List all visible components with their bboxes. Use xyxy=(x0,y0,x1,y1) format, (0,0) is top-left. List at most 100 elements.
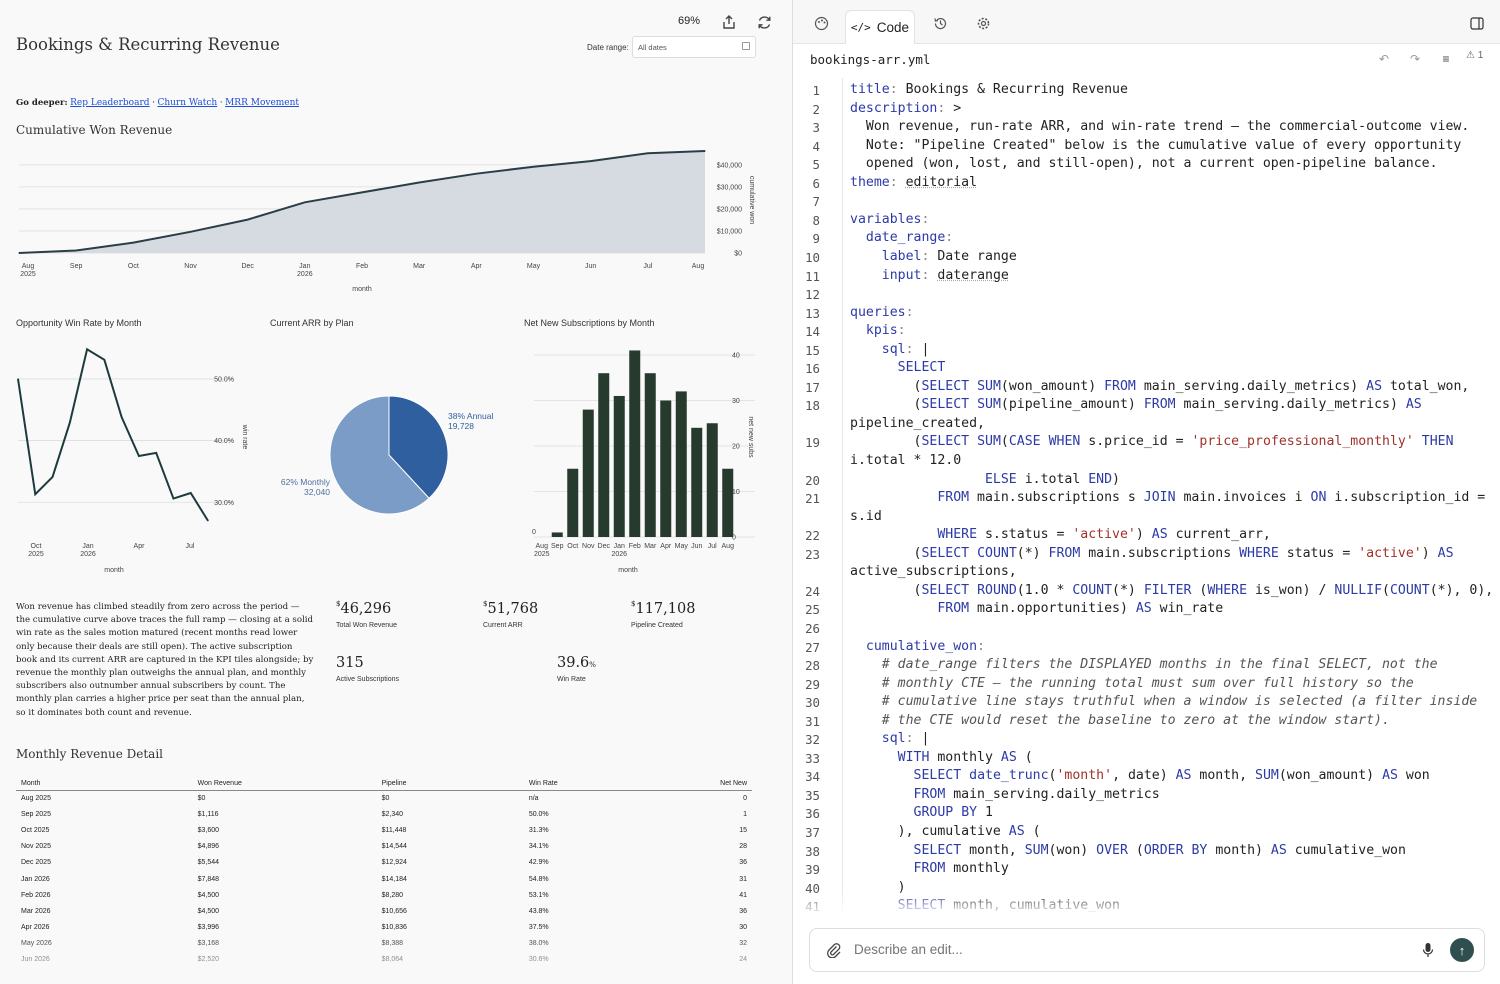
x-tick-label: May xyxy=(527,263,541,270)
table-cell: 28 xyxy=(739,843,747,851)
x-tick-label: May xyxy=(675,543,689,550)
line-number: 8 xyxy=(812,212,820,228)
kpi-value: 315 xyxy=(336,655,364,671)
kpi-currency: $ xyxy=(631,600,636,608)
table-cell: 31.3% xyxy=(528,826,549,834)
share-icon[interactable] xyxy=(719,12,739,32)
x-tick-label: Oct 2025 xyxy=(28,543,44,558)
code-line: FROM main.subscriptions s JOIN main.invo… xyxy=(937,490,1486,506)
x-tick-label: Aug xyxy=(692,263,705,270)
monthly-revenue-table: Month Won Revenue Pipeline Win Rate Net New … xyxy=(16,778,752,968)
code-editor[interactable]: 1 2 3 4 5 6 7 8 9 10 11 12 13 14 15 16 17 18 19 20 21 22 23 24 2… xyxy=(793,78,1500,912)
x-tick-label: Jul xyxy=(708,543,717,550)
win-rate-line xyxy=(17,347,209,522)
x-tick-label: Dec xyxy=(241,263,254,270)
microphone-icon[interactable] xyxy=(1422,942,1436,958)
data-point xyxy=(418,181,420,184)
code-line: theme: editorial xyxy=(850,174,978,190)
kpi-label: Active Subscriptions xyxy=(336,676,400,683)
bar xyxy=(551,532,563,537)
table-cell: 34.1% xyxy=(528,843,549,851)
code-fade xyxy=(793,890,1500,916)
table-cell: 0 xyxy=(743,794,747,802)
table-header-cell[interactable]: Won Revenue xyxy=(192,778,377,791)
zoom-level[interactable]: 69% xyxy=(678,15,701,27)
pie-value: 32,040 xyxy=(304,487,330,497)
link-churn-watch[interactable]: Churn Watch xyxy=(157,98,218,108)
redo-icon[interactable]: ↷ xyxy=(1409,52,1421,66)
code-line: ) xyxy=(850,879,906,895)
line-number: 6 xyxy=(812,175,820,191)
data-point xyxy=(34,493,36,495)
table-cell: $12,924 xyxy=(381,859,407,867)
data-point xyxy=(86,348,88,350)
data-point xyxy=(532,166,535,168)
format-lines-icon[interactable]: ≡ xyxy=(1442,52,1450,66)
table-cell: n/a xyxy=(528,794,539,802)
line-number: 18 xyxy=(805,398,820,414)
table-cell: Nov 2025 xyxy=(21,843,51,851)
dashboard-panel: Bookings & Recurring Revenue 69% Date ra… xyxy=(0,12,792,984)
x-tick-label: Sep xyxy=(551,543,564,550)
warnings-indicator[interactable]: ⚠ 1 xyxy=(1466,50,1483,61)
refresh-icon[interactable] xyxy=(754,12,774,32)
table-cell: 36 xyxy=(739,859,747,867)
table-cell: $10,656 xyxy=(381,907,407,915)
y-tick-label: 20 xyxy=(732,444,740,451)
pie-value: 19,728 xyxy=(448,421,474,431)
x-tick-label: Mar xyxy=(644,543,657,550)
data-point xyxy=(132,242,134,244)
arr-chart-title: Current ARR by Plan xyxy=(270,318,354,328)
date-range-input[interactable]: All dates xyxy=(632,36,756,58)
data-point xyxy=(207,520,209,522)
settings-gear-icon[interactable] xyxy=(971,8,995,38)
line-number: 11 xyxy=(805,268,820,284)
table-cell: $3,600 xyxy=(197,826,220,834)
table-header-cell[interactable]: Net New xyxy=(671,778,752,791)
editor-tab-bar: </> Code xyxy=(793,0,1500,44)
subs-chart-title: Net New Subscriptions by Month xyxy=(524,318,655,328)
code-line: pipeline_created, xyxy=(850,415,985,431)
table-cell: $10,836 xyxy=(381,924,407,932)
edit-prompt-box[interactable]: ↑ xyxy=(809,928,1485,972)
edit-input[interactable] xyxy=(854,942,1394,957)
kpi-value: 46,296 xyxy=(340,601,392,617)
table-header-cell[interactable]: Month xyxy=(16,778,193,791)
tab-code[interactable]: </> Code xyxy=(845,10,915,44)
pie-slice xyxy=(388,395,449,499)
table-cell: Dec 2025 xyxy=(21,859,51,867)
line-number: 26 xyxy=(805,620,820,636)
table-cell: 42.9% xyxy=(528,859,549,867)
table-cell: $11,448 xyxy=(381,826,407,834)
send-button[interactable]: ↑ xyxy=(1450,938,1474,962)
code-line: title: Bookings & Recurring Revenue xyxy=(850,82,1128,97)
table-cell: Jan 2026 xyxy=(21,875,50,883)
bar xyxy=(613,395,625,537)
history-icon[interactable] xyxy=(928,8,952,38)
x-tick-label: Oct xyxy=(567,543,578,550)
code-line: s.id xyxy=(850,508,882,524)
line-number: 12 xyxy=(805,287,820,303)
data-point xyxy=(69,422,71,424)
bar xyxy=(644,373,656,537)
data-point xyxy=(138,455,140,457)
code-line: ELSE i.total END) xyxy=(984,471,1120,487)
code-line: queries: xyxy=(850,304,914,320)
link-rep-leaderboard[interactable]: Rep Leaderboard xyxy=(70,98,150,108)
table-header-cell[interactable]: Pipeline xyxy=(376,778,524,791)
line-number: 23 xyxy=(805,546,820,562)
link-mrr-movement[interactable]: MRR Movement xyxy=(225,98,300,108)
code-line: # the CTE would reset the baseline to ze… xyxy=(850,712,1390,728)
table-cell: $7,848 xyxy=(197,875,220,883)
line-number: 27 xyxy=(805,639,820,655)
table-cell: $4,500 xyxy=(197,907,220,915)
table-cell: Oct 2025 xyxy=(21,826,50,834)
undo-icon[interactable]: ↶ xyxy=(1378,52,1390,66)
palette-icon[interactable] xyxy=(809,8,833,38)
y-tick-label: 10 xyxy=(732,489,740,496)
table-header-cell[interactable]: Win Rate xyxy=(523,778,671,791)
attach-paperclip-icon[interactable] xyxy=(826,942,842,959)
code-line: opened (won, lost, and still-open), not … xyxy=(850,156,1438,172)
toggle-sidebar-icon[interactable] xyxy=(1465,8,1489,38)
y-tick-label: 30.0% xyxy=(214,500,234,507)
